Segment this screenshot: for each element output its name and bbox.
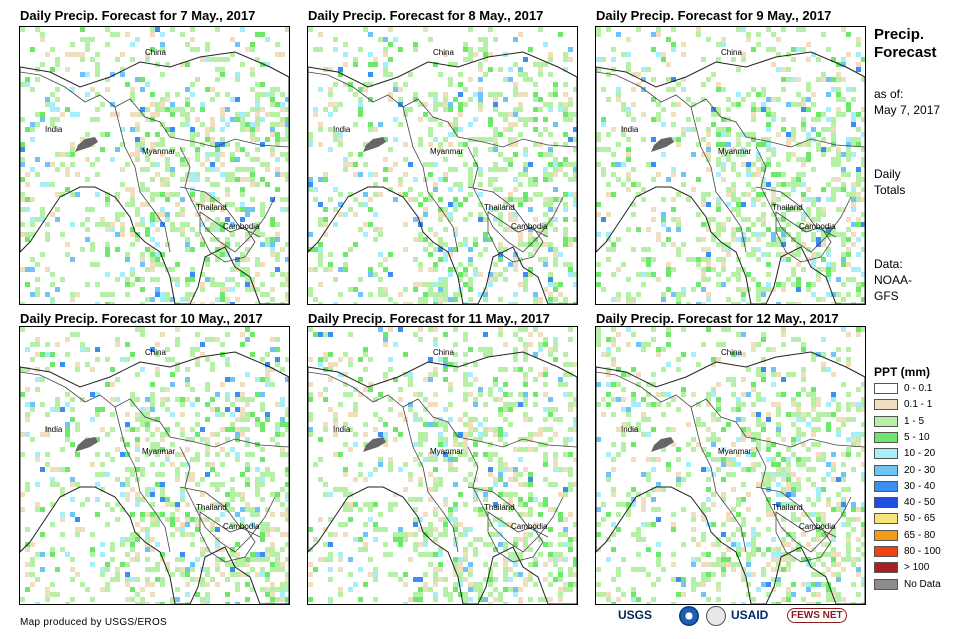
usaid-logo-text: USAID: [731, 608, 769, 622]
legend-label: 0 - 0.1: [904, 383, 933, 394]
data-source-line1: Data:: [874, 257, 903, 271]
panel-title-2: Daily Precip. Forecast for 8 May., 2017: [308, 8, 544, 23]
map-label-myanmar: Myanmar: [718, 147, 752, 156]
legend-label: > 100: [904, 562, 930, 574]
map-label-thailand: Thailand: [196, 503, 227, 512]
map-label-china: China: [433, 348, 454, 357]
map-panel-4: China India Myanmar Thailand Cambodia: [19, 326, 290, 605]
noaa-logo-icon: [679, 606, 699, 626]
map-label-cambodia: Cambodia: [511, 222, 548, 231]
legend-swatch: [874, 546, 898, 557]
precip-map: China India Myanmar Thailand Cambodia: [308, 327, 577, 604]
legend-swatch: [874, 578, 898, 590]
legend-swatch: [874, 480, 898, 492]
legend-label: 1 - 5: [904, 415, 925, 427]
legend-label: 40 - 50: [904, 497, 936, 509]
panel-title-1: Daily Precip. Forecast for 7 May., 2017: [20, 8, 256, 23]
fewsnet-logo: FEWS NET: [787, 608, 847, 623]
map-label-myanmar: Myanmar: [430, 447, 464, 456]
usgs-logo-text: USGS: [618, 608, 653, 622]
legend-swatch: [874, 513, 898, 525]
totals-line2: Totals: [874, 183, 906, 197]
map-label-myanmar: Myanmar: [142, 147, 176, 156]
precip-map: China India Myanmar Thailand Cambodia: [308, 27, 577, 304]
map-label-china: China: [721, 348, 742, 357]
precip-map: China India Myanmar Thailand Cambodia: [596, 327, 865, 604]
legend-swatch: [874, 448, 898, 460]
fewsnet-logo-text: FEWS NET: [791, 610, 843, 621]
map-label-india: India: [621, 125, 639, 134]
map-label-myanmar: Myanmar: [142, 447, 176, 456]
legend-swatch: [874, 399, 898, 411]
map-label-india: India: [333, 125, 351, 134]
precip-map: China India Myanmar Thailand Cambodia: [20, 27, 289, 304]
data-source-line3: GFS: [874, 289, 899, 303]
legend-swatch: [874, 464, 898, 476]
legend-title: PPT (mm): [874, 365, 931, 379]
map-credit: Map produced by USGS/EROS: [20, 617, 168, 628]
legend-label: 5 - 10: [904, 431, 930, 443]
map-label-china: China: [145, 48, 166, 57]
precip-map: China India Myanmar Thailand Cambodia: [596, 27, 865, 304]
legend-label: 10 - 20: [904, 448, 936, 460]
usgs-logo: USGS: [618, 608, 652, 622]
panel-title-5: Daily Precip. Forecast for 11 May., 2017: [308, 311, 550, 326]
map-label-china: China: [145, 348, 166, 357]
map-label-cambodia: Cambodia: [799, 522, 836, 531]
legend-swatch: [874, 383, 898, 394]
map-label-cambodia: Cambodia: [511, 522, 548, 531]
map-label-india: India: [45, 425, 63, 434]
map-panel-2: China India Myanmar Thailand Cambodia: [307, 26, 578, 305]
asof-date: May 7, 2017: [874, 103, 941, 117]
map-panel-6: China India Myanmar Thailand Cambodia: [595, 326, 866, 605]
legend-label: 30 - 40: [904, 480, 936, 492]
legend-swatch: [874, 529, 898, 541]
legend-label: 20 - 30: [904, 464, 936, 476]
map-label-india: India: [621, 425, 639, 434]
sidebar-title-line1: Precip.: [874, 26, 925, 43]
usaid-logo: USAID: [731, 608, 768, 622]
map-label-thailand: Thailand: [484, 503, 515, 512]
panel-title-6: Daily Precip. Forecast for 12 May., 2017: [596, 311, 839, 326]
map-label-china: China: [721, 48, 742, 57]
totals-line1: Daily: [874, 167, 901, 181]
map-panel-5: China India Myanmar Thailand Cambodia: [307, 326, 578, 605]
legend-swatch: [874, 431, 898, 443]
map-label-myanmar: Myanmar: [718, 447, 752, 456]
legend-swatch: [874, 562, 898, 574]
legend-swatch: [874, 497, 898, 509]
legend-label: 0.1 - 1: [904, 399, 933, 411]
map-panel-1: China India Myanmar Thailand Cambodia: [19, 26, 290, 305]
map-label-china: China: [433, 48, 454, 57]
map-label-cambodia: Cambodia: [799, 222, 836, 231]
map-label-cambodia: Cambodia: [223, 522, 260, 531]
map-label-thailand: Thailand: [772, 203, 803, 212]
map-label-india: India: [333, 425, 351, 434]
map-label-india: India: [45, 125, 63, 134]
data-source-line2: NOAA-: [874, 273, 913, 287]
map-label-myanmar: Myanmar: [430, 147, 464, 156]
asof-label: as of:: [874, 87, 904, 101]
map-label-thailand: Thailand: [484, 203, 515, 212]
doi-seal-icon: [706, 606, 726, 626]
panel-title-4: Daily Precip. Forecast for 10 May., 2017: [20, 311, 263, 326]
panel-title-3: Daily Precip. Forecast for 9 May., 2017: [596, 8, 832, 23]
map-label-cambodia: Cambodia: [223, 222, 260, 231]
map-panel-3: China India Myanmar Thailand Cambodia: [595, 26, 866, 305]
legend-label: 80 - 100: [904, 546, 941, 557]
legend-label: No Data: [904, 578, 941, 590]
map-label-thailand: Thailand: [772, 503, 803, 512]
legend-label: 50 - 65: [904, 513, 936, 525]
legend-label: 65 - 80: [904, 529, 936, 541]
precip-map: China India Myanmar Thailand Cambodia: [20, 327, 289, 604]
legend-swatch: [874, 415, 898, 427]
map-label-thailand: Thailand: [196, 203, 227, 212]
sidebar-title-line2: Forecast: [874, 44, 937, 61]
